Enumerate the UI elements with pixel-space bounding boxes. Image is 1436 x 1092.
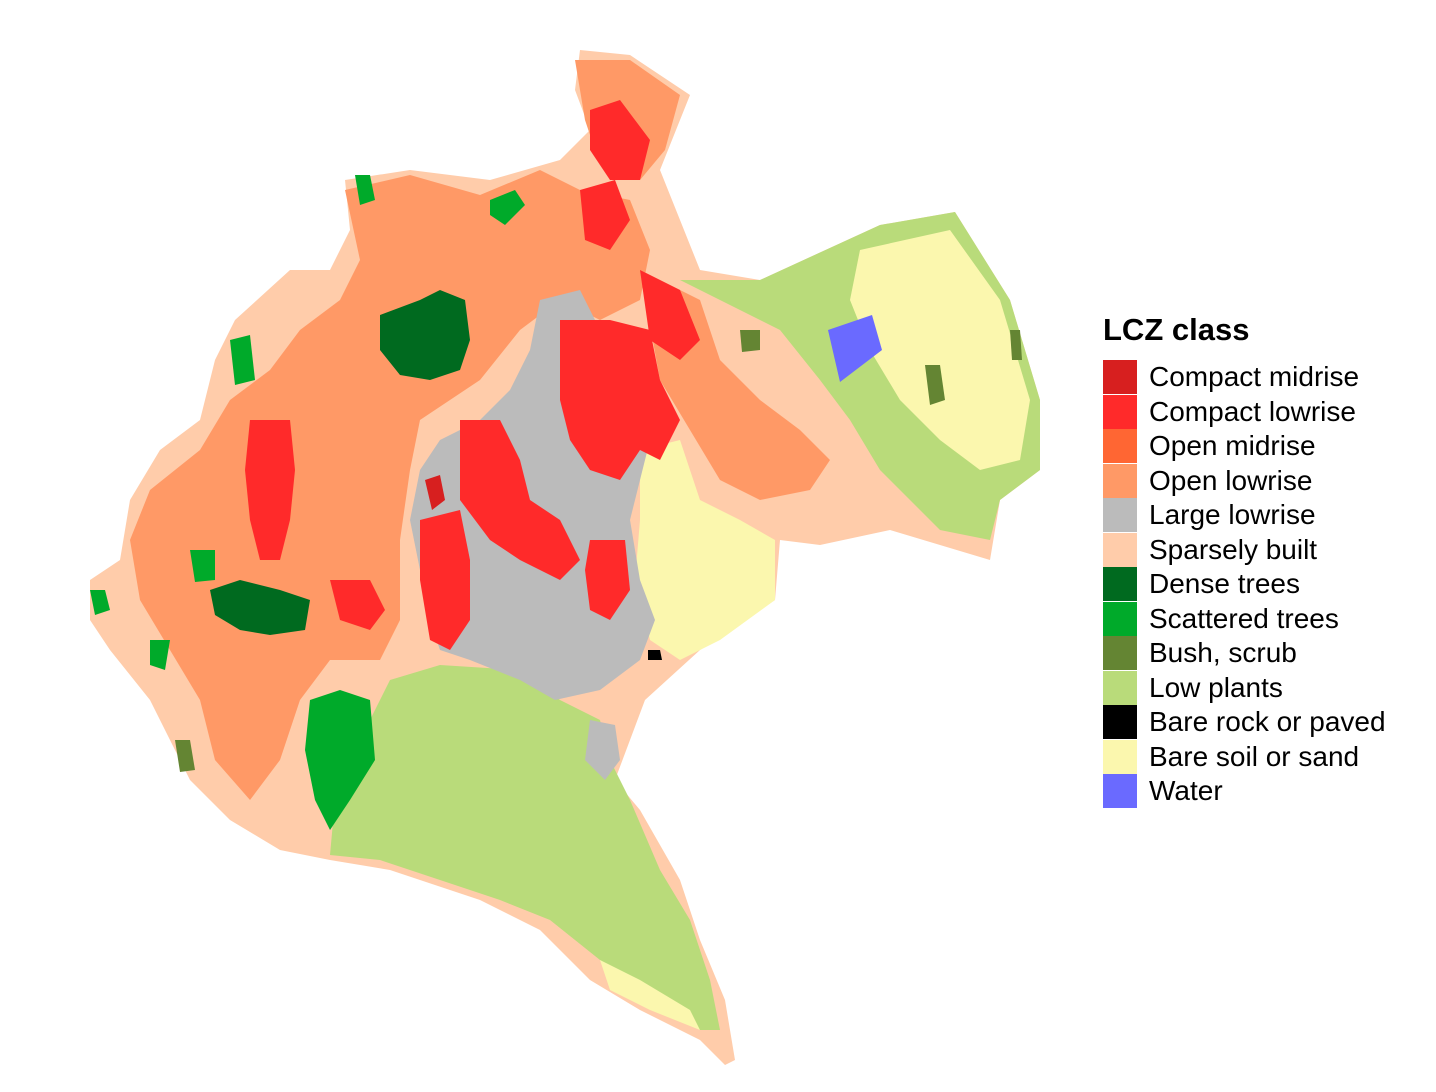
legend-item-large-lowrise: Large lowrise <box>1103 498 1423 533</box>
legend-swatch <box>1103 360 1137 395</box>
legend-swatch <box>1103 463 1137 498</box>
map-compact-midrise <box>425 475 445 510</box>
map-bare-soil-mid <box>635 440 775 660</box>
legend-label: Compact midrise <box>1149 361 1360 393</box>
legend-items: Compact midrise Compact lowrise Open mid… <box>1103 360 1423 809</box>
legend-item-bush-scrub: Bush, scrub <box>1103 636 1423 671</box>
legend-swatch <box>1103 498 1137 533</box>
legend-label: Bare rock or paved <box>1149 706 1386 738</box>
legend-label: Bush, scrub <box>1149 637 1297 669</box>
map-compact-lowrise-center4 <box>585 540 630 620</box>
map-bare-soil-east <box>850 230 1030 470</box>
legend-item-open-midrise: Open midrise <box>1103 429 1423 464</box>
map-compact-lowrise-north <box>590 100 650 180</box>
legend-label: Dense trees <box>1149 568 1300 600</box>
legend-label: Water <box>1149 775 1223 807</box>
map-legend: LCZ class Compact midrise Compact lowris… <box>1103 312 1423 809</box>
lcz-map <box>90 50 1040 1065</box>
legend-swatch <box>1103 739 1137 774</box>
legend-swatch <box>1103 774 1137 809</box>
map-compact-lowrise-east <box>560 320 680 480</box>
legend-item-sparsely-built: Sparsely built <box>1103 532 1423 568</box>
map-bush-scrub-1 <box>925 365 945 405</box>
map-scattered-trees-4 <box>230 335 255 385</box>
legend-item-open-lowrise: Open lowrise <box>1103 463 1423 499</box>
legend-label: Open midrise <box>1149 430 1316 462</box>
map-scattered-trees-7 <box>150 640 170 670</box>
legend-swatch <box>1103 394 1137 429</box>
legend-item-bare-rock-or-paved: Bare rock or paved <box>1103 705 1423 740</box>
legend-swatch <box>1103 429 1137 464</box>
legend-label: Sparsely built <box>1149 533 1318 565</box>
map-dense-trees-2 <box>210 580 310 635</box>
map-bush-scrub-3 <box>740 330 760 352</box>
legend-swatch <box>1103 670 1137 705</box>
legend-swatch <box>1103 567 1137 602</box>
map-compact-lowrise-center <box>460 420 580 580</box>
legend-label: Large lowrise <box>1149 499 1316 531</box>
legend-swatch <box>1103 601 1137 636</box>
map-low-plants-south <box>330 665 720 1030</box>
legend-item-compact-lowrise: Compact lowrise <box>1103 394 1423 430</box>
legend-label: Open lowrise <box>1149 464 1313 496</box>
legend-item-water: Water <box>1103 774 1423 809</box>
legend-label: Scattered trees <box>1149 602 1339 634</box>
legend-item-scattered-trees: Scattered trees <box>1103 601 1423 637</box>
map-scattered-trees-3 <box>490 190 525 225</box>
map-compact-lowrise-east2 <box>640 270 700 360</box>
legend-swatch <box>1103 705 1137 740</box>
legend-item-bare-soil-or-sand: Bare soil or sand <box>1103 739 1423 775</box>
map-bare-soil-south <box>600 960 700 1030</box>
legend-swatch <box>1103 532 1137 567</box>
legend-label: Bare soil or sand <box>1149 740 1360 772</box>
legend-item-compact-midrise: Compact midrise <box>1103 360 1423 395</box>
legend-item-dense-trees: Dense trees <box>1103 567 1423 602</box>
map-compact-lowrise-north2 <box>580 180 630 250</box>
map-water <box>828 315 882 382</box>
map-compact-lowrise-center3 <box>330 580 385 630</box>
map-open-lowrise <box>130 170 650 800</box>
map-compact-lowrise-center2 <box>420 510 470 650</box>
map-scattered-trees-5 <box>90 590 110 615</box>
map-bush-scrub-4 <box>175 740 195 772</box>
map-large-lowrise-south <box>585 720 620 780</box>
legend-title: LCZ class <box>1103 312 1250 347</box>
legend-label: Compact lowrise <box>1149 395 1356 427</box>
map-scattered-trees-6 <box>190 550 215 582</box>
legend-item-low-plants: Low plants <box>1103 670 1423 706</box>
map-scattered-trees-1 <box>305 690 375 830</box>
legend-label: Low plants <box>1149 671 1283 703</box>
map-bare-rock <box>648 650 662 660</box>
map-dense-trees-1 <box>380 290 470 380</box>
map-bush-scrub-2 <box>1010 330 1022 360</box>
map-compact-lowrise-west <box>245 420 295 560</box>
legend-swatch <box>1103 636 1137 671</box>
map-scattered-trees-2 <box>355 175 375 205</box>
